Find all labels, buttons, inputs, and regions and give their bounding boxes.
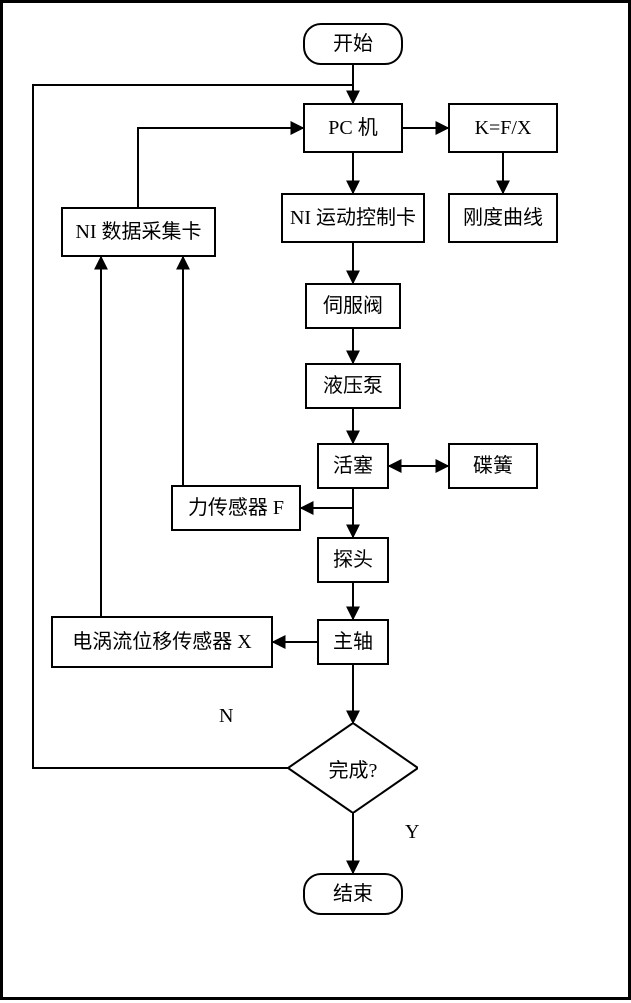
node-end-label: 结束: [333, 882, 373, 906]
node-piston: 活塞: [317, 443, 389, 489]
node-motion: NI 运动控制卡: [281, 193, 425, 243]
node-spindle: 主轴: [317, 619, 389, 665]
node-end: 结束: [303, 873, 403, 915]
label-n: N: [219, 705, 233, 728]
node-servo: 伺服阀: [305, 283, 401, 329]
node-force-sensor-label: 力传感器 F: [188, 496, 284, 520]
node-daq: NI 数据采集卡: [61, 207, 216, 257]
node-decision-label: 完成?: [329, 754, 378, 783]
flowchart-canvas: 开始 PC 机 K=F/X 刚度曲线 NI 运动控制卡 NI 数据采集卡 伺服阀…: [0, 0, 631, 1000]
node-probe-label: 探头: [333, 548, 373, 572]
node-kfx: K=F/X: [448, 103, 558, 153]
node-eddy-sensor: 电涡流位移传感器 X: [51, 616, 273, 668]
node-servo-label: 伺服阀: [323, 294, 383, 318]
label-y: Y: [405, 821, 419, 844]
node-pc-label: PC 机: [328, 116, 377, 140]
node-pc: PC 机: [303, 103, 403, 153]
node-piston-label: 活塞: [333, 454, 373, 478]
node-force-sensor: 力传感器 F: [171, 485, 301, 531]
node-pump-label: 液压泵: [323, 374, 383, 398]
node-start: 开始: [303, 23, 403, 65]
node-kfx-label: K=F/X: [475, 116, 532, 140]
node-probe: 探头: [317, 537, 389, 583]
node-spindle-label: 主轴: [333, 630, 373, 654]
node-discspring-label: 碟簧: [473, 454, 513, 478]
node-daq-label: NI 数据采集卡: [75, 220, 201, 244]
node-decision: 完成?: [288, 723, 418, 813]
node-motion-label: NI 运动控制卡: [290, 206, 416, 230]
node-eddy-sensor-label: 电涡流位移传感器 X: [72, 630, 251, 654]
node-rigidity: 刚度曲线: [448, 193, 558, 243]
node-start-label: 开始: [333, 32, 373, 56]
node-rigidity-label: 刚度曲线: [463, 206, 543, 230]
node-pump: 液压泵: [305, 363, 401, 409]
edges-layer: [3, 3, 631, 1003]
node-discspring: 碟簧: [448, 443, 538, 489]
